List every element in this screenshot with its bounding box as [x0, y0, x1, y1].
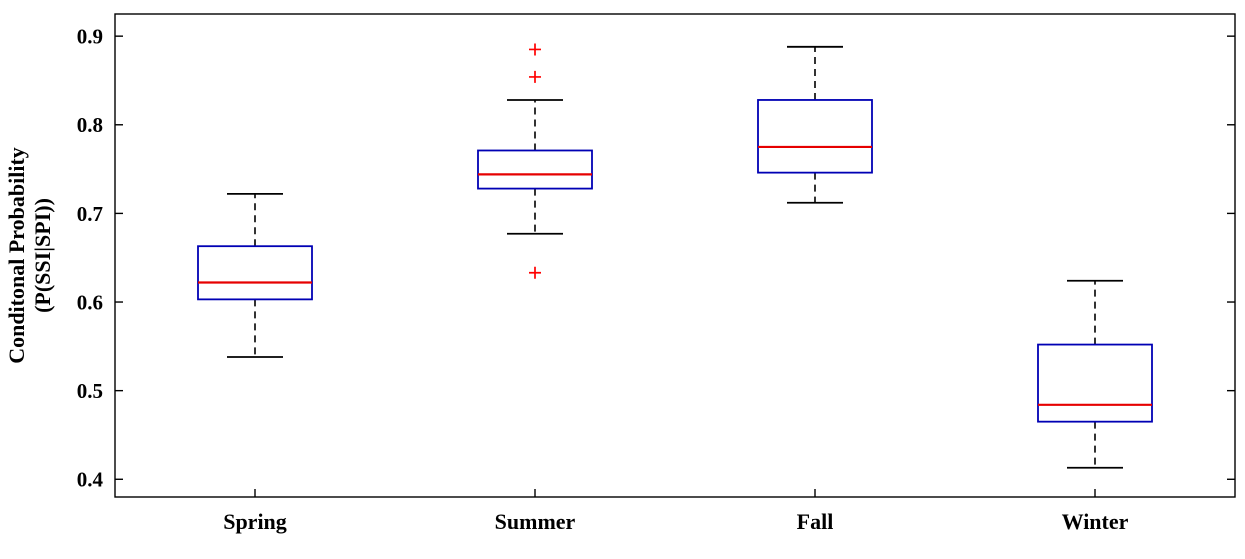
y-tick-label: 0.7: [77, 202, 103, 226]
category-label: Fall: [797, 509, 834, 534]
box: [197, 245, 313, 301]
category-label: Summer: [495, 509, 576, 534]
y-tick-label: 0.5: [77, 379, 103, 403]
category-label: Spring: [223, 509, 287, 534]
y-axis-label-line2: (P(SSI|SPI)): [30, 198, 55, 313]
box: [477, 149, 593, 190]
y-tick-label: 0.6: [77, 290, 103, 314]
outlier-marker: [529, 70, 541, 83]
axes-box: [114, 13, 1236, 498]
y-tick-label: 0.9: [77, 25, 103, 49]
box: [1037, 343, 1153, 423]
y-tick-label: 0.8: [77, 113, 103, 137]
outlier-marker: [529, 43, 541, 56]
box: [757, 99, 873, 174]
category-label: Winter: [1062, 509, 1129, 534]
y-axis-label-line1: Conditonal Probability: [4, 147, 29, 364]
outlier-marker: [529, 266, 541, 279]
y-tick-label: 0.4: [77, 468, 104, 492]
